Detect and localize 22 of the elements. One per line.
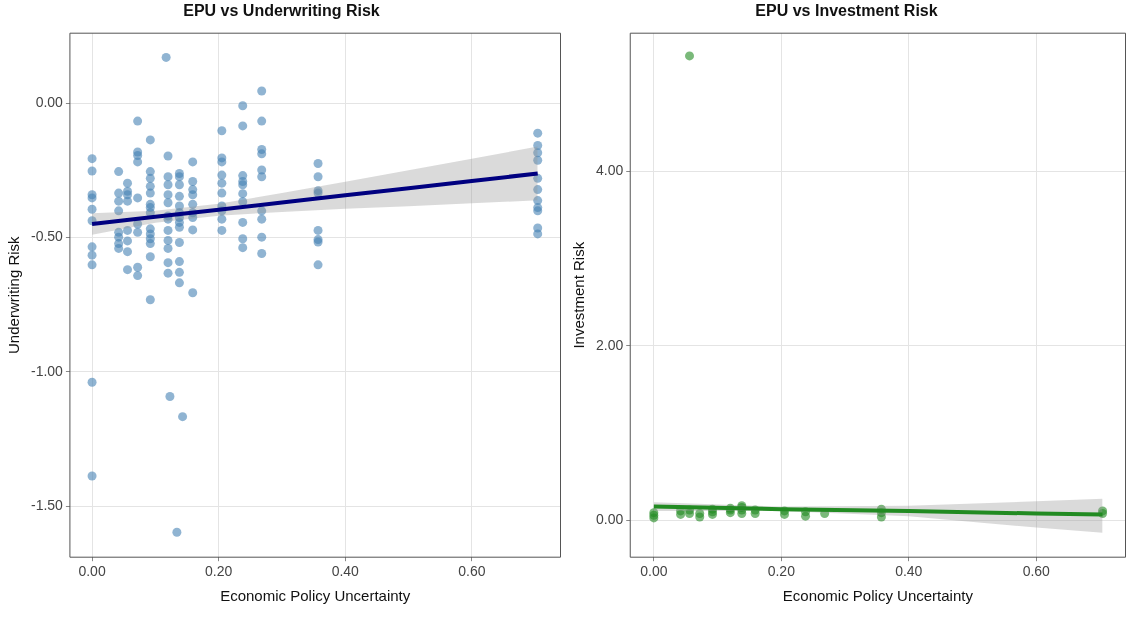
y-tick-label: -1.00 — [30, 362, 64, 379]
y-axis-title: Investment Risk — [570, 241, 588, 349]
x-axis-title: Economic Policy Uncertainty — [220, 587, 411, 605]
x-tick-label: 0.00 — [78, 563, 106, 580]
x-tick-label: 0.40 — [331, 563, 360, 580]
chart-title: EPU vs Underwriting Risk — [183, 2, 380, 20]
y-tick-label: 0.00 — [596, 511, 624, 528]
x-tick-label: 0.20 — [205, 563, 233, 580]
x-tick-label: 0.40 — [895, 563, 923, 580]
y-tick-label: 4.00 — [596, 162, 624, 179]
x-axis-title: Economic Policy Uncertainty — [782, 587, 974, 605]
point — [685, 51, 695, 61]
y-tick-label: 0.00 — [35, 93, 64, 110]
x-tick-label: 0.60 — [1022, 563, 1051, 580]
x-tick-label: 0.20 — [767, 563, 796, 580]
x-tick-label: 0.60 — [458, 563, 486, 580]
chart-title: EPU vs Investment Risk — [755, 2, 938, 20]
x-tick-label: 0.00 — [640, 563, 668, 580]
y-axis-title: Underwriting Risk — [5, 235, 23, 354]
y-tick-label: 2.00 — [596, 336, 624, 353]
y-tick-label: -1.50 — [30, 497, 64, 513]
y-tick-label: -0.50 — [30, 228, 64, 245]
